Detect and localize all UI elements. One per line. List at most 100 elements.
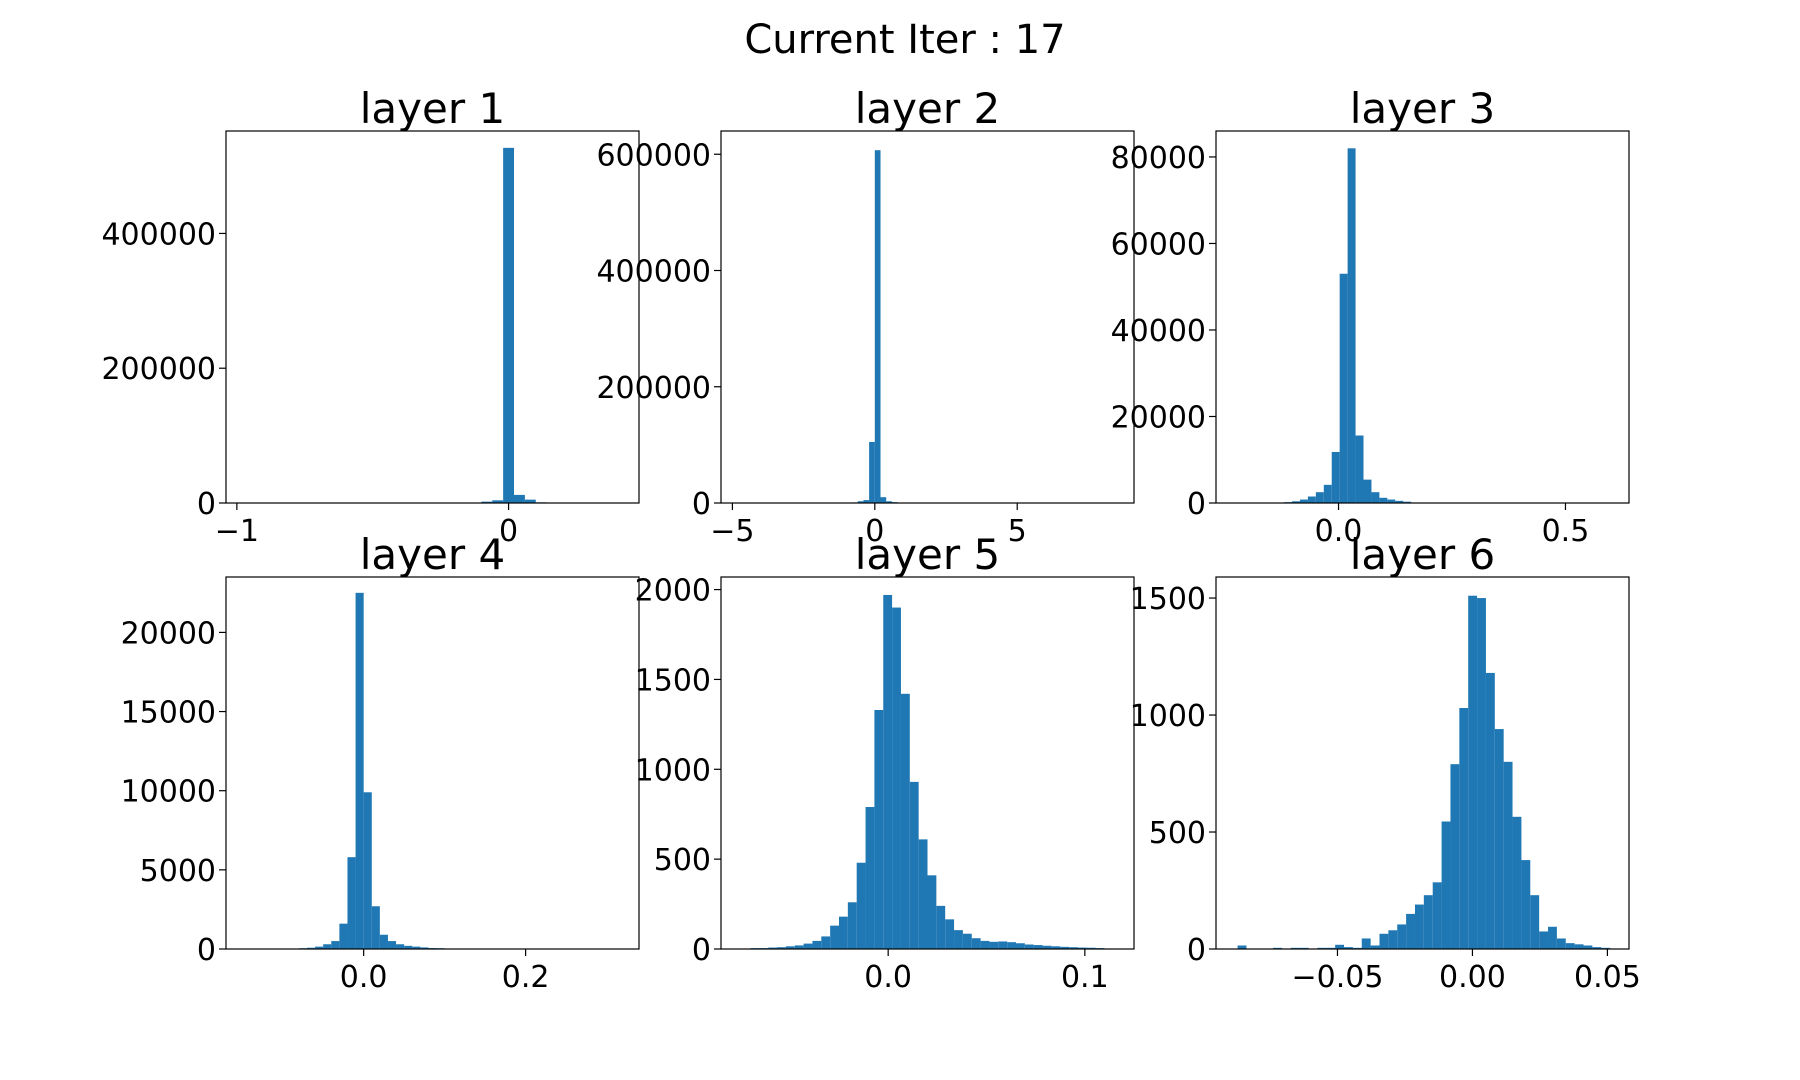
- histogram-bar: [396, 944, 405, 949]
- y-tick-label: 400000: [101, 217, 216, 252]
- histogram-bar: [524, 499, 536, 503]
- histogram-bar: [1406, 913, 1415, 949]
- histogram-bar: [1414, 904, 1424, 949]
- y-tick-label: 2000: [635, 574, 711, 609]
- histogram-bar: [1361, 938, 1371, 949]
- histogram-bar: [1323, 484, 1332, 503]
- histogram-bar: [1307, 496, 1316, 503]
- y-tick-label: 0: [1187, 487, 1206, 522]
- histogram-bar: [1485, 672, 1495, 949]
- histogram-bar: [989, 941, 999, 949]
- histogram-bar: [315, 946, 324, 949]
- histogram-bar: [945, 919, 955, 949]
- x-tick-label: 0.0: [1315, 514, 1363, 549]
- axes-frame: [225, 130, 640, 504]
- histogram-bar: [892, 607, 901, 949]
- histogram-bar: [863, 500, 870, 503]
- y-tick-label: 500: [1149, 816, 1206, 851]
- histogram-bar: [1395, 500, 1404, 503]
- histogram-bar: [1503, 761, 1513, 949]
- y-tick-label: 0: [692, 933, 711, 968]
- histogram-bar: [1548, 926, 1557, 949]
- x-tick-label: 0.5: [1542, 514, 1590, 549]
- histogram-bar: [936, 905, 946, 949]
- histogram-bar: [379, 934, 388, 949]
- y-tick-label: 0: [1187, 933, 1206, 968]
- histogram-bar: [1363, 479, 1372, 503]
- y-tick-label: 200000: [596, 371, 711, 406]
- x-tick-label: 0.0: [864, 960, 912, 995]
- histogram-bar: [886, 501, 892, 503]
- histogram-bar: [355, 592, 364, 949]
- x-tick-label: 0.2: [502, 960, 550, 995]
- y-tick-label: 20000: [121, 616, 216, 651]
- histogram-bar: [971, 938, 981, 949]
- x-tick-label: 0.1: [1061, 960, 1109, 995]
- x-tick-label: 0: [865, 514, 884, 549]
- y-tick-label: 20000: [1111, 400, 1206, 435]
- histogram-bar: [331, 941, 340, 949]
- axes-frame: [225, 576, 640, 950]
- y-tick-label: 0: [197, 487, 216, 522]
- x-tick-label: −1: [215, 514, 259, 549]
- x-tick-label: 0: [499, 514, 518, 549]
- histogram-bar: [1370, 945, 1380, 949]
- histogram-bar: [1441, 821, 1451, 949]
- histogram-bar: [1077, 947, 1087, 949]
- y-tick-label: 0: [692, 487, 711, 522]
- histogram-bar: [839, 916, 848, 949]
- subplot-title: layer 5: [855, 530, 1000, 579]
- histogram-bar: [962, 933, 972, 949]
- x-tick-label: 0.0: [340, 960, 388, 995]
- y-tick-label: 15000: [121, 696, 216, 731]
- subplot-layer-3: 0.0 0.5 0 20000 40000 60000 80000 layer 3: [1111, 84, 1630, 549]
- histogram-bar: [514, 494, 525, 503]
- y-tick-label: 40000: [1111, 314, 1206, 349]
- histogram-bar: [1574, 944, 1584, 949]
- bars-layer-5: [750, 594, 1105, 949]
- histogram-bar: [874, 150, 881, 503]
- histogram-bar: [1344, 947, 1353, 949]
- histogram-bar: [1299, 499, 1308, 503]
- histogram-bar: [927, 875, 937, 949]
- histogram-bar: [909, 781, 919, 949]
- histogram-bar: [1347, 148, 1356, 504]
- histogram-bar: [1388, 930, 1398, 949]
- histogram-bar: [1355, 435, 1364, 503]
- histogram-bar: [1432, 882, 1442, 949]
- y-tick-label: 200000: [101, 352, 216, 387]
- y-tick-label: 1500: [635, 663, 711, 698]
- histogram-bar: [865, 807, 875, 949]
- histogram-bar: [880, 497, 887, 503]
- histogram-bar: [371, 906, 380, 949]
- y-tick-label: 500: [654, 843, 711, 878]
- histogram-bar: [768, 947, 778, 949]
- histogram-bar: [794, 945, 804, 949]
- axes-frame: [720, 130, 1135, 504]
- histogram-bar: [1292, 501, 1300, 503]
- subplot-title: layer 3: [1350, 84, 1495, 133]
- histogram-bar: [1397, 924, 1407, 949]
- histogram-bar: [387, 941, 397, 949]
- y-tick-label: 10000: [121, 775, 216, 810]
- bars-layer-3: [1284, 148, 1412, 504]
- histogram-bar: [412, 946, 421, 949]
- histogram-bar: [1459, 708, 1469, 949]
- y-tick-label: 0: [197, 933, 216, 968]
- histogram-bar: [918, 839, 928, 949]
- histogram-bar: [1539, 931, 1549, 949]
- histogram-bar: [492, 500, 504, 503]
- histogram-bar: [339, 923, 348, 949]
- histogram-bar: [856, 862, 866, 949]
- histogram-bar: [1379, 497, 1388, 503]
- histogram-bar: [1403, 501, 1412, 503]
- histogram-bar: [1583, 945, 1593, 949]
- histogram-bar: [363, 792, 372, 949]
- histogram-bar: [900, 693, 910, 949]
- histogram-bar: [1237, 945, 1247, 949]
- y-tick-label: 1000: [1130, 699, 1206, 734]
- histogram-bar: [998, 941, 1008, 949]
